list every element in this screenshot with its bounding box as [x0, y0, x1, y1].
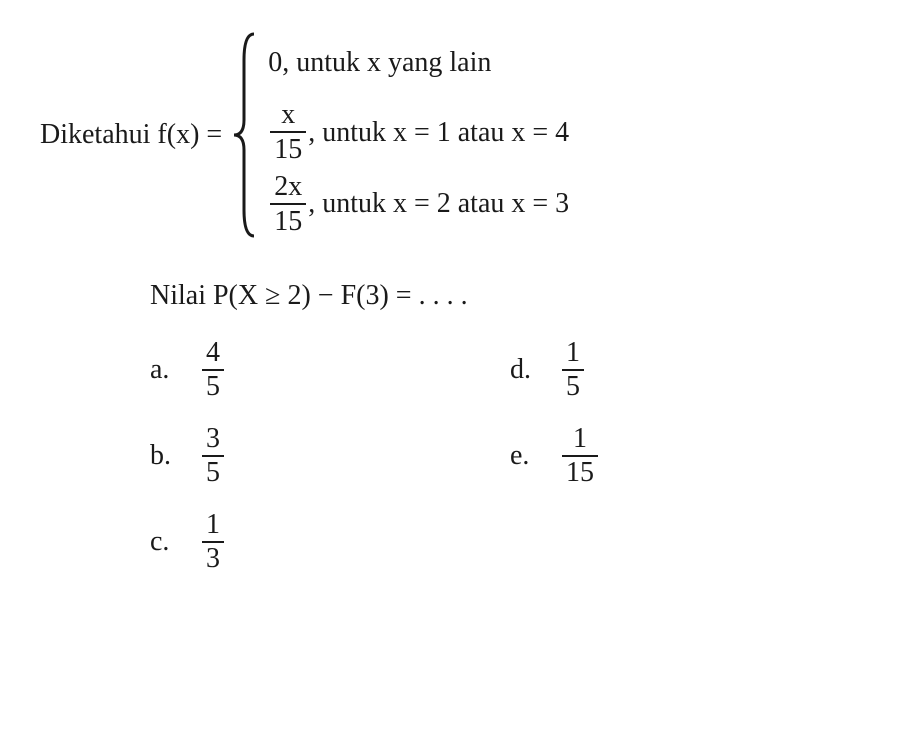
fraction-denominator: 15	[270, 131, 306, 167]
option-fraction: 3 5	[202, 423, 224, 489]
option-fraction: 1 15	[562, 423, 598, 489]
option-letter: c.	[150, 526, 200, 558]
fraction-numerator: 1	[202, 509, 224, 541]
option-letter: e.	[510, 440, 560, 472]
fraction-denominator: 5	[562, 369, 584, 403]
option-a: a. 4 5	[150, 337, 510, 403]
case-fraction: x 15	[270, 98, 306, 167]
question-text: Nilai P(X ≥ 2) − F(3) = . . . .	[150, 280, 882, 312]
case-row: x 15 , untuk x = 1 atau x = 4	[268, 98, 569, 167]
option-letter: d.	[510, 354, 560, 386]
case-expr: 0	[268, 46, 282, 80]
case-row: 2x 15 , untuk x = 2 atau x = 3	[268, 170, 569, 239]
case-cond: , untuk x = 2 atau x = 3	[308, 187, 569, 221]
fraction-numerator: x	[277, 98, 299, 132]
option-d: d. 1 5	[510, 337, 870, 403]
option-c: c. 1 3	[150, 509, 510, 575]
case-cond: , untuk x yang lain	[282, 46, 491, 80]
cases-list: 0 , untuk x yang lain x 15 , untuk x = 1…	[260, 30, 569, 240]
problem-prefix: Diketahui f(x) =	[40, 119, 222, 151]
case-row: 0 , untuk x yang lain	[268, 31, 569, 95]
option-b: b. 3 5	[150, 423, 510, 489]
fraction-denominator: 15	[562, 455, 598, 489]
answer-options: a. 4 5 d. 1 5 b. 3 5 e. 1 15 c. 1 3	[150, 337, 882, 575]
left-brace	[230, 30, 260, 240]
option-fraction: 4 5	[202, 337, 224, 403]
fraction-numerator: 3	[202, 423, 224, 455]
fraction-numerator: 1	[569, 423, 591, 455]
option-fraction: 1 5	[562, 337, 584, 403]
case-fraction: 2x 15	[270, 170, 306, 239]
problem-definition: Diketahui f(x) = 0 , untuk x yang lain x…	[40, 30, 882, 240]
piecewise-function: 0 , untuk x yang lain x 15 , untuk x = 1…	[230, 30, 569, 240]
fraction-numerator: 1	[562, 337, 584, 369]
option-letter: b.	[150, 440, 200, 472]
fraction-numerator: 2x	[270, 170, 306, 204]
fraction-denominator: 15	[270, 203, 306, 239]
fraction-numerator: 4	[202, 337, 224, 369]
fraction-denominator: 5	[202, 369, 224, 403]
option-letter: a.	[150, 354, 200, 386]
option-fraction: 1 3	[202, 509, 224, 575]
fraction-denominator: 3	[202, 541, 224, 575]
option-e: e. 1 15	[510, 423, 870, 489]
case-cond: , untuk x = 1 atau x = 4	[308, 116, 569, 150]
fraction-denominator: 5	[202, 455, 224, 489]
